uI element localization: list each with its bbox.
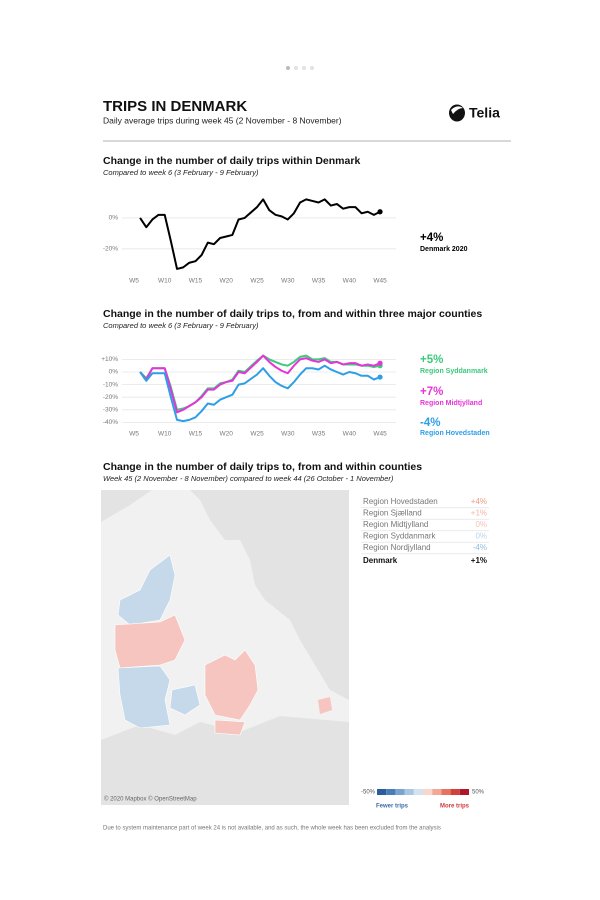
table-value: 0%: [475, 532, 487, 541]
end-marker: [377, 374, 383, 380]
section-title: Change in the number of daily trips to, …: [103, 461, 422, 473]
y-tick-label: -40%: [103, 419, 118, 426]
section-subtitle: Week 45 (2 November - 8 November) compar…: [103, 474, 394, 483]
region-sjaelland: [214, 719, 246, 736]
legend-label: Region Hovedstaden: [420, 430, 490, 437]
x-tick-label: W25: [250, 278, 264, 285]
chart-title: Change in the number of daily trips with…: [103, 155, 360, 167]
series-line: [139, 198, 381, 270]
scale-step: [432, 789, 442, 795]
table-region: Region Hovedstaden: [363, 497, 438, 506]
land: [190, 490, 349, 700]
scale-step: [423, 789, 433, 795]
x-tick-label: W45: [373, 431, 387, 438]
region-nordjylland: [117, 554, 176, 626]
y-tick-label: 0%: [109, 215, 119, 222]
table-region: Region Syddanmark: [363, 532, 436, 541]
scale-high: More trips: [440, 804, 470, 810]
series-line: [139, 364, 381, 423]
region-midtjylland: [114, 614, 186, 669]
table-value: +4%: [471, 497, 487, 506]
table-value: 0%: [475, 520, 487, 529]
table-value: -4%: [473, 543, 487, 552]
table-total-name: Denmark: [363, 556, 398, 565]
scale-low: Fewer trips: [376, 804, 409, 810]
land: [101, 490, 152, 522]
table-value: +1%: [471, 509, 487, 518]
x-tick-label: W40: [343, 431, 357, 438]
scale-step: [459, 789, 469, 795]
logo: Telia: [449, 104, 500, 122]
scale-step: [386, 789, 396, 795]
x-tick-label: W10: [158, 431, 172, 438]
x-tick-label: W25: [250, 431, 264, 438]
table-total-value: +1%: [471, 556, 487, 565]
y-tick-label: +10%: [101, 356, 118, 363]
legend-label: Region Syddanmark: [420, 368, 488, 375]
x-tick-label: W20: [220, 431, 234, 438]
y-tick-label: -20%: [103, 246, 118, 253]
map-attribution: © 2020 Mapbox © OpenStreetMap: [104, 796, 197, 803]
land: [101, 716, 349, 805]
page-title: TRIPS IN DENMARK: [103, 98, 247, 115]
x-tick-label: W30: [281, 278, 295, 285]
chart-subtitle: Compared to week 6 (3 February - 9 Febru…: [103, 321, 259, 330]
end-marker: [377, 209, 383, 215]
x-tick-label: W10: [158, 278, 172, 285]
scale-step: [404, 789, 414, 795]
dot[interactable]: [286, 66, 290, 70]
end-label: +7%: [420, 386, 443, 398]
x-tick-label: W45: [373, 278, 387, 285]
series-line: [139, 354, 381, 414]
map: © 2020 Mapbox © OpenStreetMap: [101, 490, 349, 805]
footnote: Due to system maintenance part of week 2…: [103, 826, 441, 832]
end-marker: [377, 360, 383, 366]
x-tick-label: W35: [312, 278, 326, 285]
region-syddanmark: [117, 665, 171, 729]
table-region: Region Nordjylland: [363, 543, 431, 552]
x-tick-label: W30: [281, 431, 295, 438]
dot[interactable]: [302, 66, 306, 70]
end-label: +5%: [420, 354, 443, 366]
region-sjaelland: [204, 649, 259, 721]
scale-tick-label: 50%: [472, 790, 485, 796]
x-tick-label: W5: [129, 278, 139, 285]
x-tick-label: W5: [129, 431, 139, 438]
page-dots: [286, 66, 314, 70]
chart-title: Change in the number of daily trips to, …: [103, 308, 482, 320]
scale-tick-label: -50%: [361, 790, 376, 796]
region-hovedstaden: [318, 697, 332, 714]
logo-swirl: [451, 106, 463, 114]
x-tick-label: W15: [189, 431, 203, 438]
scale-step: [441, 789, 451, 795]
brand: Telia: [469, 105, 500, 121]
chart-subtitle: Compared to week 6 (3 February - 9 Febru…: [103, 168, 259, 177]
end-label: +4%: [420, 232, 443, 244]
scale-step: [450, 789, 460, 795]
dot[interactable]: [310, 66, 314, 70]
legend-label: Denmark 2020: [420, 246, 468, 253]
scale-step: [413, 789, 423, 795]
end-label: -4%: [420, 417, 440, 429]
x-tick-label: W40: [343, 278, 357, 285]
region-syddanmark: [169, 684, 201, 716]
table-region: Region Midtjylland: [363, 520, 428, 529]
x-tick-label: W15: [189, 278, 203, 285]
scale-step: [395, 789, 405, 795]
y-tick-label: 0%: [109, 369, 119, 376]
color-scale: Fewer trips More trips: [376, 789, 470, 810]
dot[interactable]: [294, 66, 298, 70]
y-tick-label: -20%: [103, 394, 118, 401]
page-subtitle: Daily average trips during week 45 (2 No…: [103, 115, 342, 125]
y-tick-label: -10%: [103, 381, 118, 388]
legend-label: Region Midtjylland: [420, 400, 482, 407]
table-region: Region Sjælland: [363, 509, 422, 518]
scale-step: [377, 789, 387, 795]
x-tick-label: W20: [220, 278, 234, 285]
x-tick-label: W35: [312, 431, 326, 438]
y-tick-label: -30%: [103, 407, 118, 414]
